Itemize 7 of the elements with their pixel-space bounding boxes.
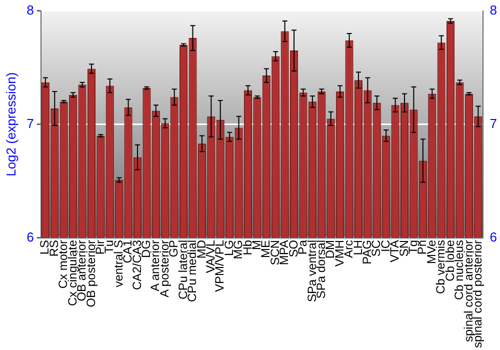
y-tick-label: 6	[26, 230, 34, 245]
y-tick-label: 8	[26, 2, 34, 18]
y-axis-title: Log2 (expression)	[3, 72, 18, 176]
y2-tick-label: 7	[490, 116, 498, 131]
y-tick-label: 7	[26, 116, 34, 131]
y2-tick-label: 8	[490, 2, 498, 18]
y2-tick-label: 6	[490, 230, 498, 245]
